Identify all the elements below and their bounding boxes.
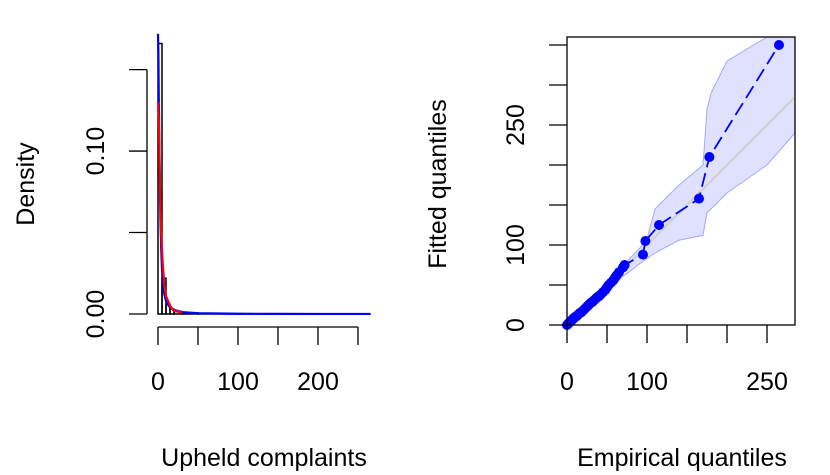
qq-xlabel: Empirical quantiles	[577, 444, 787, 472]
density-y-tick-label: 0.10	[82, 127, 110, 176]
qq-y-tick-label: 0	[502, 318, 530, 332]
qq-chart: 0 100 250 0 100 250 Empirical quantiles Fitte…	[424, 36, 796, 472]
qq-point	[619, 260, 630, 270]
qq-band	[567, 37, 795, 325]
qq-point	[704, 152, 715, 162]
density-curve-2	[156, 102, 183, 314]
qq-frame	[566, 36, 796, 326]
qq-x-tick-label: 100	[626, 368, 668, 396]
density-curve-1	[156, 33, 371, 316]
density-chart: 0 100 200 0.00 0.10 Upheld complaints Densit…	[12, 33, 371, 472]
qq-x-tick-label: 0	[560, 368, 574, 396]
qq-x-tick-label: 250	[746, 368, 788, 396]
qq-axes: 0 100 250 0 100 250	[502, 36, 796, 396]
qq-ylabel: Fitted quantiles	[424, 99, 452, 269]
qq-point	[638, 249, 648, 260]
qq-point	[640, 236, 651, 246]
density-x-tick-label: 200	[297, 368, 339, 396]
density-ylabel: Density	[12, 142, 40, 226]
density-curves	[156, 33, 371, 316]
density-axes: 0 100 200 0.00 0.10	[82, 68, 359, 396]
qq-y-tick-label: 100	[502, 224, 530, 266]
qq-point	[774, 40, 784, 50]
density-y-tick-label: 0.00	[82, 290, 110, 339]
confidence-band	[567, 37, 795, 325]
qq-y-tick-label: 250	[502, 104, 530, 146]
qq-point	[654, 220, 664, 230]
qq-point	[694, 193, 704, 204]
density-x-tick-label: 0	[151, 368, 165, 396]
density-x-tick-label: 100	[217, 368, 259, 396]
density-xlabel: Upheld complaints	[161, 444, 367, 472]
density-histogram	[157, 42, 371, 315]
histogram-bar	[157, 42, 163, 315]
qq-points	[562, 40, 784, 330]
